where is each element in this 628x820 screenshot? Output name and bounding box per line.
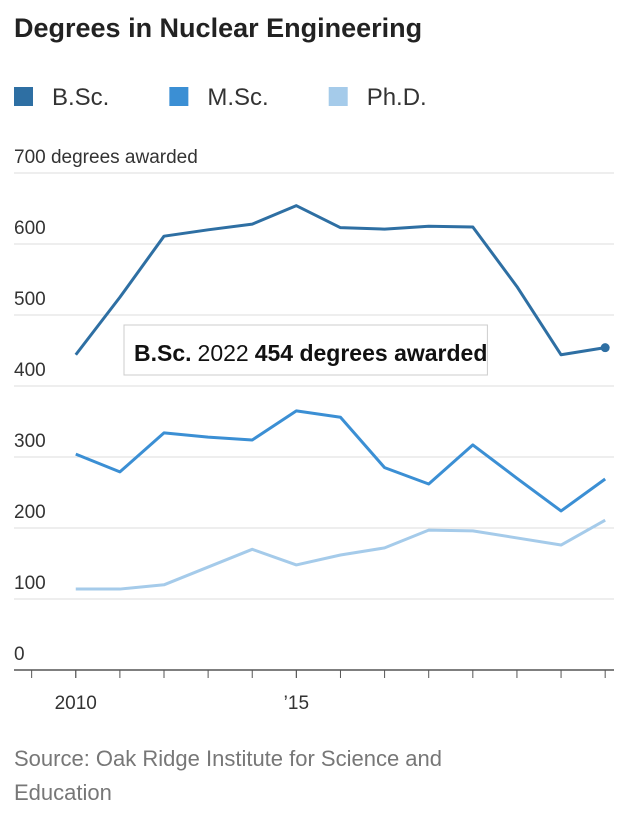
y-tick-label: 500	[14, 289, 46, 310]
y-tick-label: 700 degrees awarded	[14, 147, 198, 168]
y-tick-label: 0	[14, 644, 25, 665]
legend-swatch	[328, 87, 348, 106]
tooltip: B.Sc. 2022 454 degrees awarded	[123, 324, 488, 376]
legend-swatch	[14, 87, 33, 106]
x-tick-label: 2010	[55, 693, 97, 714]
series-line	[75, 409, 607, 513]
tooltip-text: B.Sc. 2022 454 degrees awarded	[134, 340, 487, 366]
y-tick-label: 100	[14, 573, 46, 594]
highlight-point	[600, 343, 610, 353]
tooltip-value: 454 degrees awarded	[255, 340, 488, 366]
legend-swatch	[169, 87, 189, 106]
tooltip-box	[123, 324, 488, 376]
tooltip-series: B.Sc.	[134, 340, 192, 366]
y-tick-label: 600	[14, 218, 46, 239]
series-line	[74, 204, 606, 357]
legend-label: B.Sc.	[52, 84, 109, 111]
source: Source: Oak Ridge Institute for Science …	[14, 746, 443, 805]
y-tick-label: 300	[14, 431, 46, 452]
legend-label: Ph.D.	[367, 84, 427, 111]
legend-label: M.Sc.	[207, 84, 268, 111]
x-tick-label: ’15	[284, 693, 309, 714]
y-tick-label: 400	[14, 360, 46, 381]
tooltip-year: 2022	[198, 340, 249, 366]
series-line	[75, 518, 606, 591]
y-tick-label: 200	[14, 502, 46, 523]
chart-title: Degrees in Nuclear Engineering	[14, 13, 422, 43]
chart: Degrees in Nuclear Engineering B.Sc. M.Sc…	[14, 13, 614, 714]
